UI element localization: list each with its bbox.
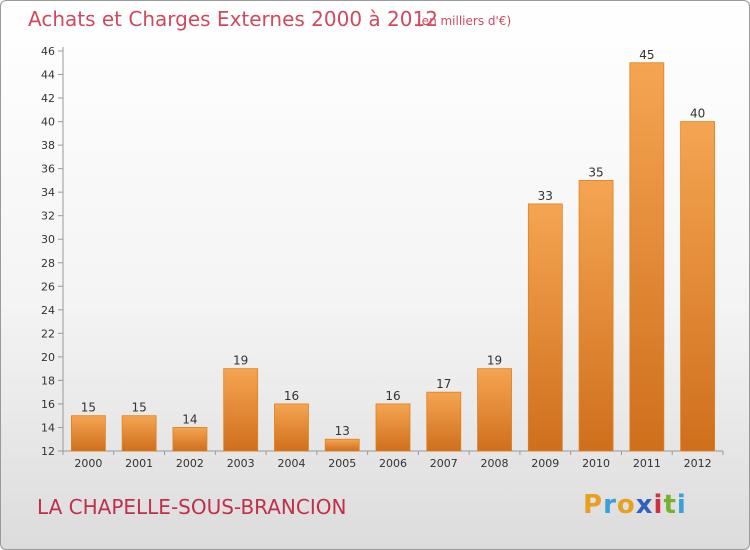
y-tick-label: 26 [41, 280, 55, 293]
axes: 12 14 16 18 20 22 24 26 28 30 32 34 36 38 40 42 44 46 [41, 45, 724, 458]
x-tick-label: 2006 [379, 457, 407, 470]
y-tick-label: 40 [41, 116, 55, 129]
bars [70, 62, 716, 452]
y-tick-label: 44 [41, 69, 55, 82]
data-label: 15 [132, 401, 147, 415]
logo-letter: t [663, 490, 677, 520]
x-tick-label: 2011 [633, 457, 661, 470]
labels: 15 2000 15 2001 14 2002 19 2003 16 2004 13 2005 16 20… [74, 48, 711, 470]
x-tick-label: 2012 [684, 457, 712, 470]
data-label: 33 [538, 189, 553, 203]
data-label: 15 [81, 401, 96, 415]
bar [223, 368, 259, 452]
y-tick-label: 36 [41, 163, 55, 176]
x-tick-label: 2001 [125, 457, 153, 470]
chart-title: Achats et Charges Externes 2000 à 2012 [28, 7, 438, 31]
data-label: 19 [487, 354, 502, 368]
y-tick-label: 18 [41, 374, 55, 387]
x-tick-label: 2007 [430, 457, 458, 470]
data-label: 16 [385, 389, 400, 403]
data-label: 17 [436, 377, 451, 391]
bar [324, 438, 360, 452]
y-tick-label: 24 [41, 304, 55, 317]
data-label: 14 [182, 412, 197, 426]
y-tick-label: 32 [41, 210, 55, 223]
y-tick-label: 12 [41, 445, 55, 458]
y-tick-label: 28 [41, 257, 55, 270]
data-label: 40 [690, 107, 705, 121]
data-label: 16 [284, 389, 299, 403]
bar [426, 391, 462, 452]
commune-name: LA CHAPELLE-SOUS-BRANCION [37, 495, 347, 519]
bar [680, 121, 716, 452]
y-tick-label: 42 [41, 92, 55, 105]
x-tick-label: 2002 [176, 457, 204, 470]
logo-letter: o [616, 490, 636, 520]
x-tick-label: 2000 [74, 457, 102, 470]
x-tick-label: 2003 [227, 457, 255, 470]
chart-subtitle: (en milliers d'€) [417, 14, 512, 28]
y-tick-label: 46 [41, 45, 55, 58]
data-label: 19 [233, 354, 248, 368]
bar [375, 403, 411, 452]
x-tick-label: 2004 [277, 457, 305, 470]
y-tick-label: 22 [41, 327, 55, 340]
y-tick-label: 16 [41, 398, 55, 411]
bar [477, 368, 512, 452]
logo-letter: i [676, 490, 687, 520]
bar [274, 403, 309, 452]
bar [172, 427, 208, 452]
bar [121, 415, 157, 452]
y-tick-label: 20 [41, 351, 55, 364]
proxiti-logo: Proxiti [583, 490, 687, 520]
y-tick-label: 38 [41, 139, 55, 152]
logo-letter: r [603, 490, 617, 520]
x-tick-label: 2008 [481, 457, 509, 470]
bar [527, 203, 563, 452]
bar [70, 415, 106, 452]
data-label: 45 [639, 48, 654, 62]
data-label: 13 [335, 424, 350, 438]
y-tick-label: 30 [41, 233, 55, 246]
x-tick-label: 2010 [582, 457, 610, 470]
data-label: 35 [588, 165, 603, 179]
bar [629, 62, 665, 452]
logo-letter: P [583, 490, 604, 520]
y-tick-label: 14 [41, 421, 55, 434]
x-tick-label: 2005 [328, 457, 356, 470]
logo-letter: i [653, 490, 664, 520]
y-tick-label: 34 [41, 186, 55, 199]
x-tick-label: 2009 [531, 457, 559, 470]
logo-letter: x [635, 490, 654, 520]
bar [578, 180, 614, 452]
